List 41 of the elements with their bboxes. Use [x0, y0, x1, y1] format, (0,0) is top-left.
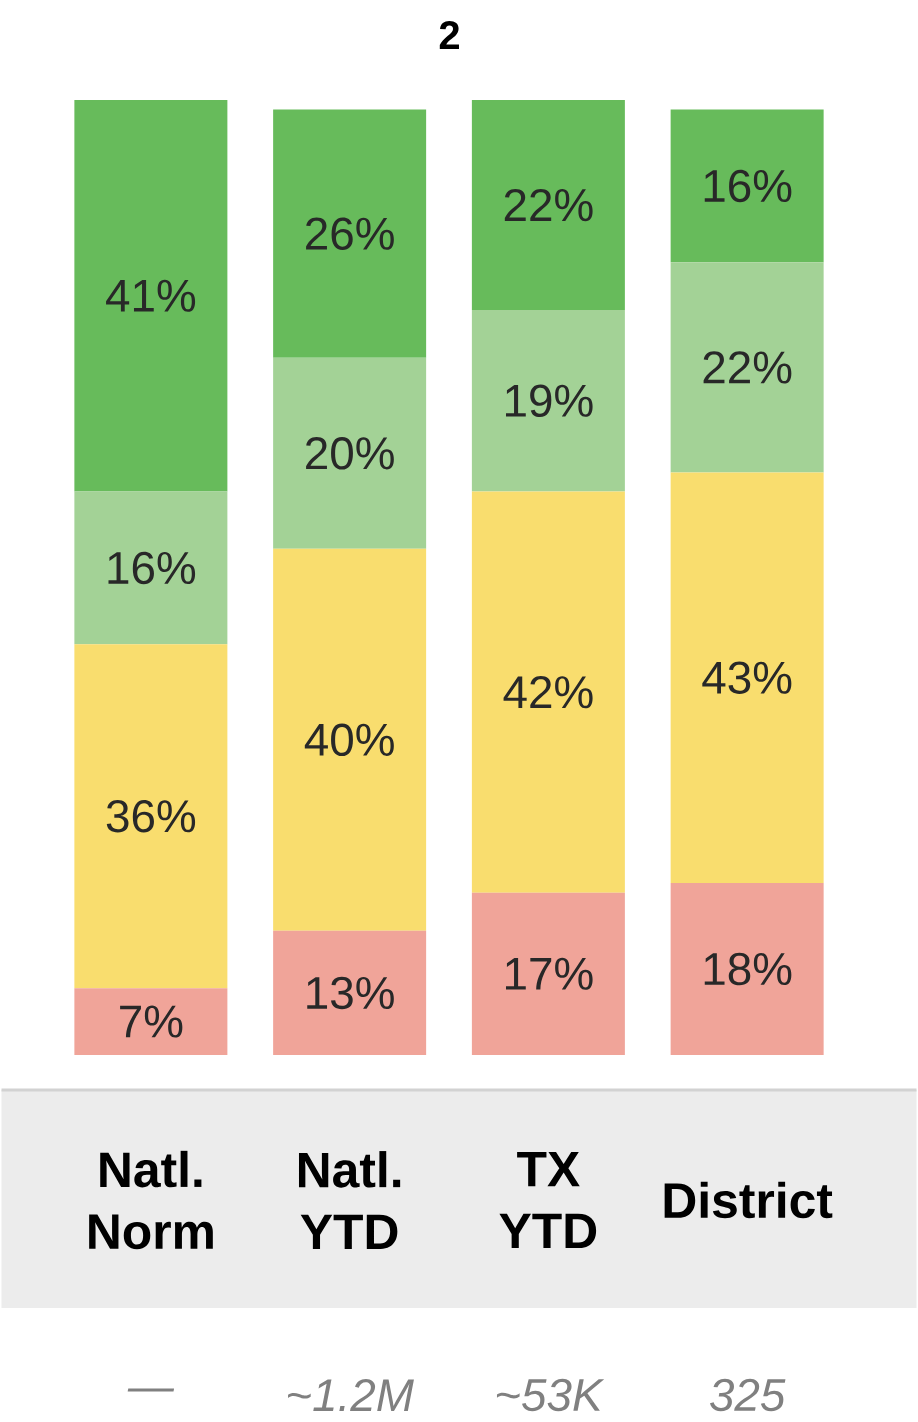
- data-label: 13%: [307, 976, 394, 1010]
- bar: [670, 883, 824, 1055]
- bar: [471, 491, 625, 893]
- bar: [471, 892, 625, 1055]
- bar: [670, 472, 824, 884]
- bar: [273, 548, 427, 931]
- bar: [273, 109, 427, 358]
- bar: [74, 644, 228, 989]
- bar: [273, 930, 427, 1055]
- data-label: 26%: [306, 217, 394, 250]
- bar: [74, 99, 228, 492]
- text: —: [127, 1388, 175, 1392]
- bar: [74, 988, 228, 1055]
- x-tick-label: District: [664, 1181, 833, 1219]
- chart-title: 2: [439, 21, 459, 49]
- bar: [670, 109, 824, 263]
- bar: [74, 491, 228, 645]
- data-label: 41%: [106, 279, 196, 312]
- x-tick-label: TX YTD: [499, 1151, 597, 1249]
- x-tick-label: Natl. Norm: [89, 1150, 213, 1250]
- text: 325: [709, 1378, 786, 1412]
- data-label: 7%: [120, 1005, 183, 1038]
- bar: [471, 310, 625, 492]
- bar: [471, 99, 625, 311]
- text: ~53K: [496, 1378, 605, 1412]
- data-label: 17%: [506, 957, 593, 990]
- data-label: 19%: [506, 384, 593, 418]
- data-label: 20%: [306, 437, 394, 470]
- data-label: 42%: [503, 675, 593, 709]
- data-label: 16%: [108, 551, 196, 585]
- data-label: 16%: [704, 169, 792, 203]
- data-label: 18%: [704, 952, 792, 986]
- data-label: 40%: [304, 723, 394, 757]
- data-label: 22%: [504, 188, 593, 222]
- data-label: 36%: [106, 800, 196, 833]
- bar: [670, 262, 824, 473]
- text: ~1.2M: [288, 1379, 414, 1411]
- data-label: 22%: [703, 351, 792, 384]
- bar: [273, 357, 427, 549]
- x-tick-label: Natl. YTD: [298, 1151, 401, 1249]
- data-label: 43%: [702, 661, 792, 694]
